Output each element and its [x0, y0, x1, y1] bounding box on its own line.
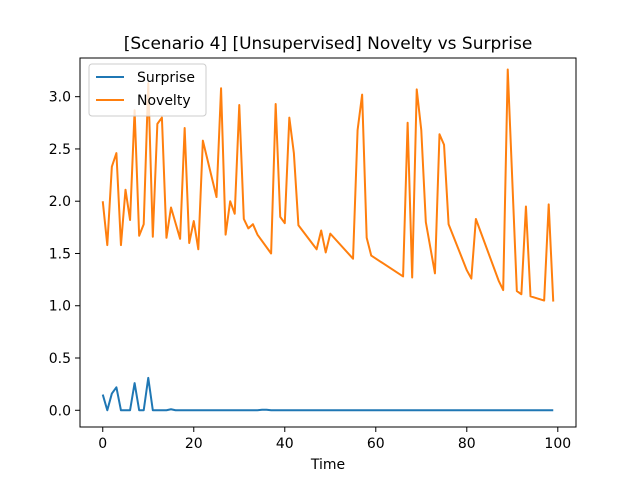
x-axis-label: Time [310, 457, 345, 473]
y-tick-label: 3.0 [49, 90, 71, 106]
x-tick-label: 40 [276, 436, 294, 452]
legend-label-surprise: Surprise [137, 70, 195, 86]
chart-title: [Scenario 4] [Unsupervised] Novelty vs S… [124, 34, 533, 54]
x-tick-label: 80 [458, 436, 476, 452]
series-line-novelty [101, 68, 555, 302]
y-tick-label: 0.0 [49, 403, 71, 419]
y-tick-label: 1.0 [49, 299, 71, 315]
y-tick-label: 1.5 [49, 246, 71, 262]
y-tick-label: 2.0 [49, 194, 71, 210]
x-tick-label: 100 [544, 436, 571, 452]
plot-frame [79, 57, 577, 428]
y-axis: 0.0 0.5 1.0 1.5 2.0 2.5 3.0 [49, 90, 80, 419]
legend-label-novelty: Novelty [137, 93, 191, 109]
x-tick-label: 60 [367, 436, 385, 452]
x-tick-label: 20 [185, 436, 203, 452]
plot-lines [101, 68, 555, 412]
y-tick-label: 2.5 [49, 142, 71, 158]
x-tick-label: 0 [98, 436, 107, 452]
legend: Surprise Novelty [88, 63, 207, 117]
y-tick-label: 0.5 [49, 351, 71, 367]
series-line-surprise [101, 376, 554, 412]
x-axis: 0 20 40 60 80 100 [98, 427, 571, 452]
